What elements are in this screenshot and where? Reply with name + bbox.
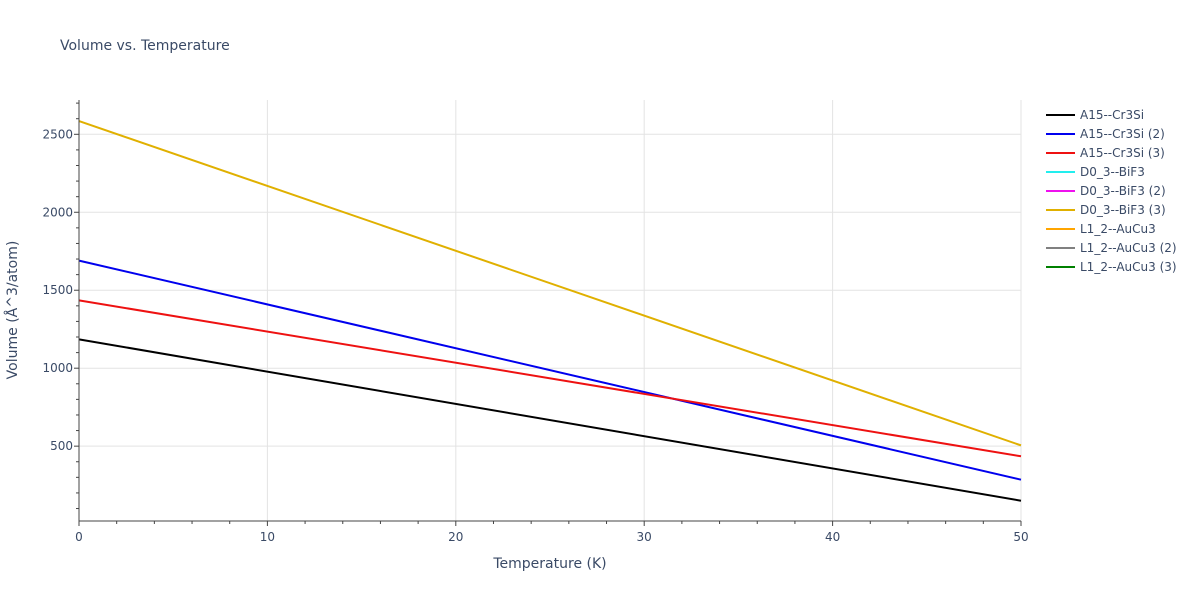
legend-item[interactable]: L1_2--AuCu3 (3)	[1046, 260, 1177, 274]
legend-item[interactable]: D0_3--BiF3	[1046, 165, 1145, 179]
chart-title: Volume vs. Temperature	[60, 38, 230, 54]
legend-label: D0_3--BiF3 (3)	[1080, 203, 1166, 217]
legend-item[interactable]: L1_2--AuCu3	[1046, 222, 1156, 236]
legend-label: A15--Cr3Si (2)	[1080, 127, 1165, 141]
legend-label: L1_2--AuCu3 (2)	[1080, 241, 1177, 255]
y-axis-title: Volume (Å^3/atom)	[4, 241, 21, 380]
legend-item[interactable]: D0_3--BiF3 (2)	[1046, 184, 1166, 198]
y-tick-label: 2500	[42, 127, 73, 141]
legend-label: A15--Cr3Si (3)	[1080, 146, 1165, 160]
series-line-a15-cr3si[interactable]	[78, 338, 1022, 502]
axes: 0 10 20 30 40 50 500 1000 1500 2000 2500	[42, 100, 1029, 544]
grid	[79, 100, 1022, 521]
y-tick-label: 500	[50, 439, 73, 453]
x-tick-label: 10	[260, 530, 275, 544]
legend-item[interactable]: L1_2--AuCu3 (2)	[1046, 241, 1177, 255]
series-line-a15-cr3si-2-[interactable]	[78, 259, 1022, 481]
x-tick-label: 40	[825, 530, 840, 544]
y-tick-label: 1500	[42, 283, 73, 297]
x-tick-label: 0	[75, 530, 83, 544]
series-line-a15-cr3si-3-[interactable]	[78, 299, 1022, 458]
x-tick-label: 30	[637, 530, 652, 544]
plot-area[interactable]	[78, 120, 1022, 502]
legend-item[interactable]: A15--Cr3Si (2)	[1046, 127, 1165, 141]
y-tick-label: 1000	[42, 361, 73, 375]
legend-label: L1_2--AuCu3 (3)	[1080, 260, 1177, 274]
legend-label: A15--Cr3Si	[1080, 108, 1144, 122]
legend-item[interactable]: D0_3--BiF3 (3)	[1046, 203, 1166, 217]
x-tick-label: 50	[1013, 530, 1028, 544]
legend-label: L1_2--AuCu3	[1080, 222, 1156, 236]
x-axis-title: Temperature (K)	[492, 556, 606, 572]
legend-item[interactable]: A15--Cr3Si (3)	[1046, 146, 1165, 160]
legend-item[interactable]: A15--Cr3Si	[1046, 108, 1144, 122]
legend[interactable]: A15--Cr3Si A15--Cr3Si (2) A15--Cr3Si (3) D0…	[1046, 108, 1177, 274]
y-tick-label: 2000	[42, 205, 73, 219]
legend-label: D0_3--BiF3 (2)	[1080, 184, 1166, 198]
x-tick-label: 20	[448, 530, 463, 544]
series-line-d0-3-bif3-3-[interactable]	[78, 120, 1022, 447]
legend-label: D0_3--BiF3	[1080, 165, 1145, 179]
